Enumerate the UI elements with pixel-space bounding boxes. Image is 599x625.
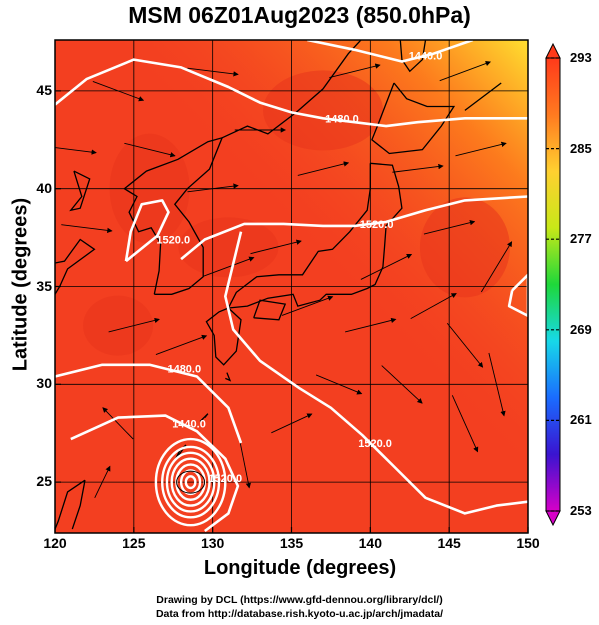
wind-arrow-13 [203, 256, 255, 277]
coastline-11 [71, 480, 86, 530]
contour-label-3: 1520.0 [156, 235, 190, 247]
chart-title: MSM 06Z01Aug2023 (850.0hPa) [128, 2, 471, 28]
wind-arrow-25 [281, 295, 334, 316]
contour-line-5 [55, 363, 243, 444]
wind-arrow-12 [155, 334, 208, 356]
credit-dcl: Drawing by DCL (https://www.gfd-dennou.o… [156, 594, 443, 606]
contour-line-7 [507, 273, 528, 318]
coastline-9 [464, 82, 502, 111]
field-shade-4 [83, 295, 154, 356]
contour-line-6 [70, 414, 240, 533]
x-tick-label-120: 120 [43, 535, 67, 551]
coastline-1 [227, 162, 403, 309]
wind-arrow-23 [329, 63, 381, 78]
y-tick-label-40: 40 [36, 179, 52, 196]
colorbar-tick-label-253: 253 [570, 503, 592, 518]
x-axis-label: Longitude (degrees) [203, 557, 397, 579]
contour-label-4: 1480.0 [167, 364, 201, 376]
x-tick-label-130: 130 [200, 535, 225, 551]
coastline-4 [123, 136, 224, 295]
colorbar-tick-label-293: 293 [570, 50, 592, 65]
credit-data-source: Data from http://database.rish.kyoto-u.a… [155, 608, 444, 620]
coastline-13 [199, 413, 209, 422]
colorbar-tick-label-269: 269 [570, 321, 592, 337]
y-tick-label-25: 25 [36, 473, 52, 490]
contour-line-2 [124, 199, 170, 263]
y-tick-label-35: 35 [36, 277, 52, 294]
coastline-2 [205, 307, 242, 366]
wind-arrow-19 [392, 163, 444, 173]
wind-arrow-27 [55, 147, 97, 155]
x-tick-label-140: 140 [358, 535, 382, 551]
field-shade-3 [419, 197, 510, 298]
contour-label-7: 1520.0 [208, 473, 242, 485]
colorbar-min-arrow [545, 510, 561, 527]
contour-line-1 [307, 40, 474, 63]
wind-arrow-2 [238, 437, 252, 489]
colorbar-max-arrow [545, 42, 561, 59]
contour-label-6: 1520.0 [358, 438, 392, 450]
contour-line-3 [180, 195, 528, 261]
wind-arrow-16 [124, 142, 176, 158]
colorbar-tick-label-277: 277 [570, 231, 592, 247]
wind-arrow-24 [439, 60, 492, 82]
colorbar [545, 57, 561, 512]
colorbar-tick-label-261: 261 [570, 412, 592, 428]
y-tick-label-30: 30 [36, 375, 52, 392]
contour-line-4 [224, 231, 528, 515]
wind-arrow-14 [250, 239, 302, 255]
x-tick-label-150: 150 [516, 535, 540, 551]
colorbar-tick-label-285: 285 [570, 140, 592, 156]
vortex-ring-6 [154, 437, 227, 527]
contour-label-2: 1520.0 [360, 219, 394, 231]
vortex-ring-4 [165, 451, 216, 513]
wind-arrow-30 [446, 322, 484, 368]
x-tick-label-135: 135 [279, 535, 304, 551]
contour-label-5: 1440.0 [172, 418, 206, 430]
coastline-14 [225, 372, 232, 382]
coastline-0 [371, 82, 456, 155]
y-tick-label-45: 45 [36, 81, 52, 98]
contour-line-0 [55, 58, 528, 128]
field-shade-0 [263, 70, 384, 151]
x-tick-label-125: 125 [122, 535, 146, 551]
wind-arrow-1 [102, 407, 134, 440]
vortex-ring-0 [184, 475, 197, 490]
coastline-3 [253, 299, 287, 321]
vortex-ring-1 [179, 469, 202, 496]
coastline-5 [69, 170, 91, 212]
wind-arrow-18 [297, 161, 350, 176]
vortex-ring-3 [170, 457, 211, 507]
coastline-10 [55, 479, 86, 530]
x-tick-label-145: 145 [437, 535, 461, 551]
vortex-ring-5 [161, 445, 221, 519]
vortex-eye [176, 470, 206, 494]
wind-arrow-9 [410, 293, 457, 319]
contour-label-0: 1440.0 [409, 51, 443, 63]
wind-arrow-6 [451, 395, 479, 453]
coastline-8 [399, 40, 427, 73]
contour-label-1: 1480.0 [325, 113, 359, 125]
wind-arrow-15 [61, 224, 113, 234]
wind-arrow-10 [480, 241, 513, 293]
wind-arrow-29 [360, 253, 413, 280]
wind-arrow-20 [455, 141, 507, 157]
